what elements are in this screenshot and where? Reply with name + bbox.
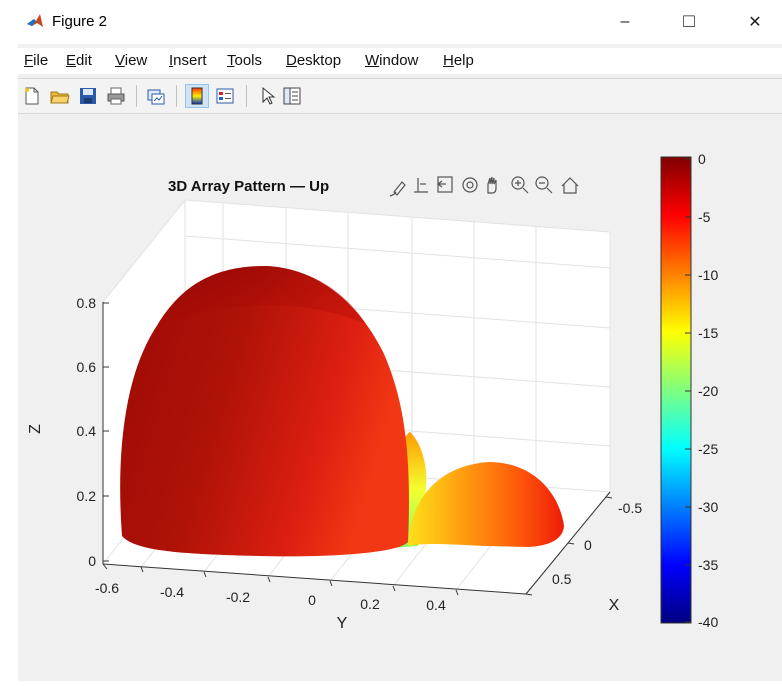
- x-tick-label: 0.5: [552, 571, 572, 587]
- colorbar[interactable]: [660, 156, 692, 624]
- colorbar-tick-label: -10: [698, 267, 718, 283]
- colorbar-tick-label: -15: [698, 325, 718, 341]
- toolbar-separator: [176, 85, 177, 107]
- surface-plot[interactable]: 0 0.2 0.4 0.6 0.8 Z -0.6 -0.4 -0.2: [18, 114, 782, 681]
- z-tick-label: 0.2: [77, 488, 97, 504]
- legend-icon[interactable]: [213, 84, 237, 108]
- colorbar-tick-label: 0: [698, 151, 706, 167]
- menu-edit[interactable]: Edit: [66, 52, 92, 69]
- minimize-button[interactable]: –: [602, 0, 648, 44]
- y-axis: [102, 563, 527, 596]
- z-tick-label: 0.8: [77, 295, 97, 311]
- home-icon[interactable]: [561, 177, 579, 194]
- main-lobe: [120, 266, 409, 557]
- colorbar-tick-label: -20: [698, 383, 718, 399]
- zoom-out-icon[interactable]: [535, 176, 553, 194]
- y-tick-label: -0.4: [160, 584, 184, 600]
- figure-toolbar: [18, 78, 782, 114]
- maximize-icon: □: [683, 11, 695, 32]
- menu-help[interactable]: Help: [443, 52, 474, 69]
- colorbar-tick-label: -30: [698, 499, 718, 515]
- property-editor-icon[interactable]: [280, 84, 304, 108]
- x-tick-label: -0.5: [618, 500, 642, 516]
- menu-view[interactable]: View: [115, 52, 148, 69]
- radiation-pattern-surface[interactable]: [120, 266, 564, 557]
- menu-file[interactable]: File: [24, 52, 49, 69]
- y-axis-label: Y: [337, 615, 348, 632]
- pointer-icon[interactable]: [256, 84, 280, 108]
- z-tick-label: 0.4: [77, 423, 97, 439]
- x-tick-label: 0: [584, 537, 592, 553]
- close-button[interactable]: ✕: [732, 0, 778, 44]
- x-axis: [525, 491, 613, 596]
- rotate-3d-icon[interactable]: [462, 177, 478, 193]
- window-title: Figure 2: [52, 13, 108, 30]
- title-bar[interactable]: Figure 2 – □ ✕: [18, 0, 782, 44]
- x-axis-label: X: [609, 597, 620, 614]
- y-tick-label: 0.2: [360, 596, 380, 612]
- y-tick-label: 0: [308, 592, 316, 608]
- colorbar-tick-label: -35: [698, 557, 718, 573]
- figure-canvas[interactable]: 0 0.2 0.4 0.6 0.8 Z -0.6 -0.4 -0.2: [18, 114, 782, 681]
- main-lobe-cap: [158, 266, 366, 324]
- side-lobe: [408, 462, 564, 547]
- menu-insert[interactable]: Insert: [169, 52, 207, 69]
- colorbar-tick-label: -40: [698, 614, 718, 630]
- menu-desktop[interactable]: Desktop: [286, 52, 342, 69]
- close-icon: ✕: [748, 14, 762, 31]
- colorbar-tick-label: -5: [698, 209, 711, 225]
- maximize-button[interactable]: □: [666, 0, 712, 44]
- colorbar-tick-label: -25: [698, 441, 718, 457]
- colorbar-ticks: [685, 158, 691, 623]
- y-tick-label: -0.6: [95, 580, 119, 596]
- brush-icon[interactable]: [389, 181, 406, 197]
- matlab-logo-icon: [26, 12, 44, 30]
- figure-window: Figure 2 – □ ✕ File Edit View Insert Too…: [18, 0, 782, 681]
- zoom-in-icon[interactable]: [511, 176, 529, 194]
- y-tick-label: 0.4: [426, 597, 446, 613]
- print-icon[interactable]: [104, 84, 128, 108]
- menu-tools[interactable]: Tools: [227, 52, 263, 69]
- minimize-icon: –: [620, 13, 630, 30]
- export-icon[interactable]: [437, 176, 453, 193]
- menu-bar: File Edit View Insert Tools Desktop Wind…: [18, 48, 782, 74]
- z-tick-label: 0: [88, 553, 96, 569]
- chart-title: 3D Array Pattern — Up: [168, 178, 329, 195]
- z-axis: [102, 302, 109, 564]
- z-tick-label: 0.6: [77, 359, 97, 375]
- colorbar-icon[interactable]: [185, 84, 209, 108]
- open-file-icon[interactable]: [48, 84, 72, 108]
- z-axis-label: Z: [27, 424, 44, 434]
- y-tick-label: -0.2: [226, 589, 250, 605]
- link-plot-icon[interactable]: [144, 84, 168, 108]
- toolbar-separator: [246, 85, 247, 107]
- pan-icon[interactable]: [487, 176, 497, 194]
- axes-toolbar: [389, 176, 579, 197]
- new-figure-icon[interactable]: [20, 84, 44, 108]
- data-tips-icon[interactable]: [414, 178, 428, 193]
- save-icon[interactable]: [76, 84, 100, 108]
- menu-window[interactable]: Window: [365, 52, 419, 69]
- toolbar-separator: [136, 85, 137, 107]
